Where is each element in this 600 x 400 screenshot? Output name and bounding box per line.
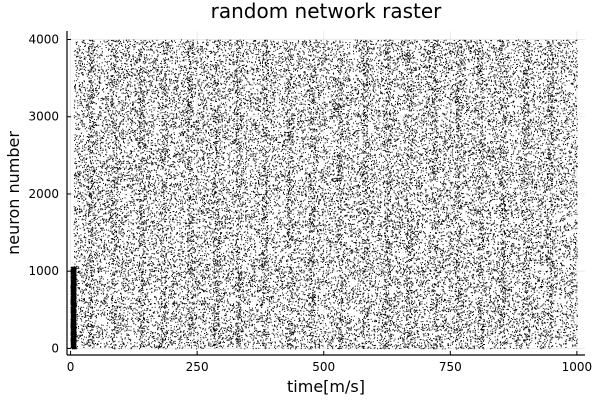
x-tick-label: 500: [312, 360, 335, 374]
axes: [66, 31, 585, 356]
y-ticks: 0 1000 2000 3000 4000: [28, 32, 71, 355]
y-tick-label: 3000: [28, 110, 59, 124]
chart-title: random network raster: [211, 0, 443, 23]
x-tick-label: 0: [67, 360, 75, 374]
x-tick-label: 1000: [562, 360, 593, 374]
y-tick-label: 2000: [28, 187, 59, 201]
x-ticks: 0 250 500 750 1000: [67, 351, 592, 374]
spike-events: [70, 39, 578, 350]
x-tick-label: 250: [186, 360, 209, 374]
x-tick-label: 750: [439, 360, 462, 374]
y-axis-label: neuron number: [4, 131, 23, 255]
x-axis-label: time[m/s]: [287, 377, 365, 396]
spike-dots: [70, 39, 578, 350]
y-tick-label: 4000: [28, 32, 59, 46]
y-tick-label: 0: [51, 341, 59, 355]
y-tick-label: 1000: [28, 264, 59, 278]
